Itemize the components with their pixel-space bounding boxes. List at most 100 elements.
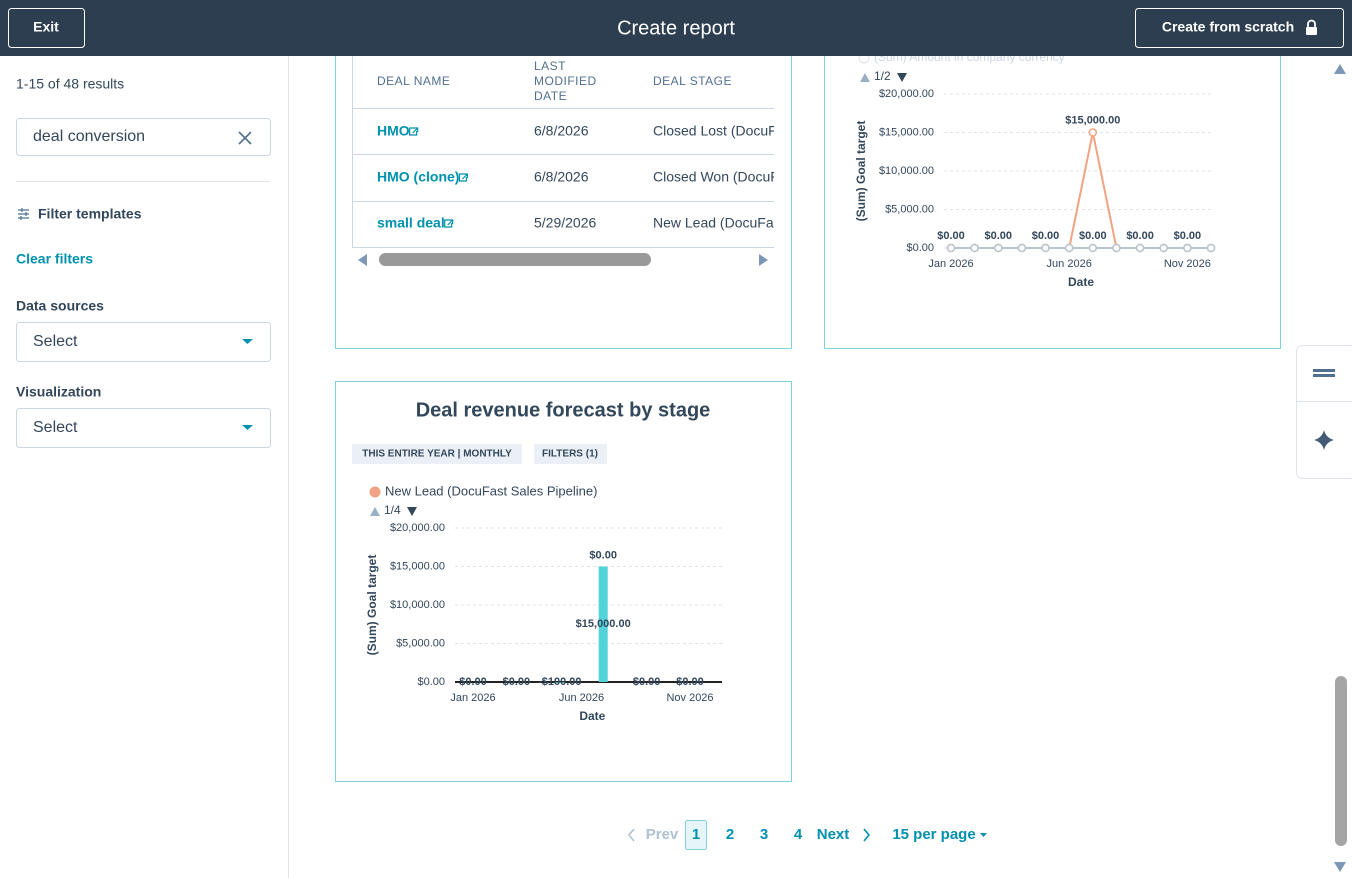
grid-icon[interactable]: [1313, 369, 1335, 377]
bar-chart-card[interactable]: [335, 381, 792, 782]
pagination: Prev 1 2 3 4 Next 15 per page: [627, 820, 987, 850]
data-sources-select[interactable]: [16, 322, 271, 362]
data-label: $15,000.00: [576, 618, 631, 630]
create-label[interactable]: Create from scratch: [1162, 19, 1294, 35]
exit-label[interactable]: Exit: [33, 19, 59, 35]
filter-templates[interactable]: Filter templates: [38, 206, 142, 222]
page-title: Create report: [617, 17, 735, 39]
data-sources-value[interactable]: Select: [33, 333, 78, 350]
clear-filters[interactable]: Clear filters: [16, 251, 93, 267]
point: [1135, 243, 1145, 253]
data-label: $15,000.00: [1065, 114, 1120, 126]
chip[interactable]: [534, 444, 607, 464]
ai-icon[interactable]: [1314, 430, 1334, 450]
y-tick-label: $5,000.00: [885, 203, 934, 215]
next[interactable]: Next: [817, 826, 850, 843]
y-tick-label: $0.00: [417, 676, 445, 688]
y-tick-label: $20,000.00: [879, 88, 934, 100]
deal-link[interactable]: HMO: [377, 123, 410, 139]
search-input[interactable]: [16, 118, 271, 156]
external-icon: [444, 219, 454, 228]
line-chart-card[interactable]: [824, 29, 1281, 349]
search-text[interactable]: deal conversion: [33, 128, 145, 145]
pager-arrow[interactable]: [370, 507, 380, 516]
point: [970, 243, 979, 253]
x-tick-label: Nov 2026: [666, 692, 713, 704]
bar: [555, 682, 565, 683]
cell: New Lead (DocuFast Sales Pipeline): [653, 215, 882, 231]
pager-arrow[interactable]: [407, 507, 417, 516]
caret: [242, 339, 253, 344]
data-label: $0.00: [459, 676, 487, 688]
page[interactable]: 4: [794, 826, 803, 843]
data-label: $0.00: [503, 676, 531, 688]
data-label: $0.00: [1079, 230, 1107, 242]
scroll-down[interactable]: [1334, 862, 1346, 872]
scroll-right[interactable]: [759, 254, 768, 266]
chip[interactable]: [352, 444, 522, 464]
clear-search[interactable]: [238, 131, 252, 145]
x-axis-title: Date: [1068, 275, 1094, 289]
data-label: $0.00: [676, 676, 704, 688]
data-label: $0.00: [985, 230, 1013, 242]
deal-link[interactable]: small deal: [377, 215, 445, 231]
column-header: DEAL NAME: [377, 74, 450, 88]
v-scroll-thumb[interactable]: [1335, 676, 1347, 846]
current-page: [685, 820, 707, 850]
point: [1064, 243, 1074, 253]
point: [1183, 243, 1192, 253]
x-tick-label: Jun 2026: [1047, 258, 1092, 270]
y-tick-label: $20,000.00: [390, 522, 445, 534]
visualization-select[interactable]: [16, 408, 271, 448]
results-count: 1-15 of 48 results: [16, 76, 124, 92]
h-scroll-thumb[interactable]: [379, 253, 651, 266]
legend-label[interactable]: New Lead (DocuFast Sales Pipeline): [385, 483, 597, 498]
caret: [980, 833, 987, 837]
data-label: $0.00: [1174, 230, 1202, 242]
point: [1159, 243, 1168, 253]
top-bar: [0, 0, 1352, 56]
per-page[interactable]: 15 per page: [892, 826, 975, 843]
data-sources-label: Data sources: [16, 298, 104, 314]
point: [1112, 243, 1121, 253]
scroll-left[interactable]: [358, 254, 367, 266]
chip-label[interactable]: FILTERS (1): [542, 449, 598, 460]
prev-chevron: [627, 828, 635, 842]
point: [1206, 243, 1216, 253]
data-label: $0.00: [589, 549, 617, 561]
deal-link[interactable]: HMO (clone): [377, 169, 459, 185]
data-label: $0.00: [937, 230, 965, 242]
next-chevron: [863, 828, 871, 842]
cell: 6/8/2026: [534, 123, 589, 139]
page[interactable]: 3: [760, 826, 768, 843]
data-label: $0.00: [1032, 230, 1060, 242]
exit-button[interactable]: [8, 8, 85, 48]
cell: 5/29/2026: [534, 215, 596, 231]
table-lines: [352, 56, 774, 248]
y-tick-label: $5,000.00: [396, 637, 445, 649]
visualization-value[interactable]: Select: [33, 419, 78, 436]
pager-arrow[interactable]: [860, 73, 870, 82]
create-button[interactable]: [1135, 8, 1344, 48]
prev[interactable]: Prev: [646, 826, 679, 843]
cell: 6/8/2026: [534, 169, 589, 185]
column-header: DEAL STAGE: [653, 74, 732, 88]
page[interactable]: 2: [726, 826, 734, 843]
y-tick-label: $15,000.00: [879, 126, 934, 138]
side-panel: [1296, 345, 1352, 479]
scroll-up[interactable]: [1334, 64, 1346, 74]
y-tick-label: $0.00: [906, 242, 934, 254]
page[interactable]: 1: [692, 826, 700, 843]
point: [1088, 128, 1098, 137]
pager-arrow[interactable]: [897, 73, 907, 82]
x-tick-label: Jun 2026: [559, 692, 604, 704]
data-label: $0.00: [633, 676, 661, 688]
chip-label[interactable]: THIS ENTIRE YEAR | MONTHLY: [362, 449, 512, 460]
cell: Closed Won (DocuFast Sales Pipeline): [653, 169, 895, 185]
caret: [242, 425, 253, 430]
column-header: LAST MODIFIED DATE: [534, 59, 597, 103]
table-card[interactable]: [335, 29, 792, 349]
chart-title: Deal revenue forecast by stage: [416, 399, 711, 421]
filter-icon: [18, 208, 29, 220]
